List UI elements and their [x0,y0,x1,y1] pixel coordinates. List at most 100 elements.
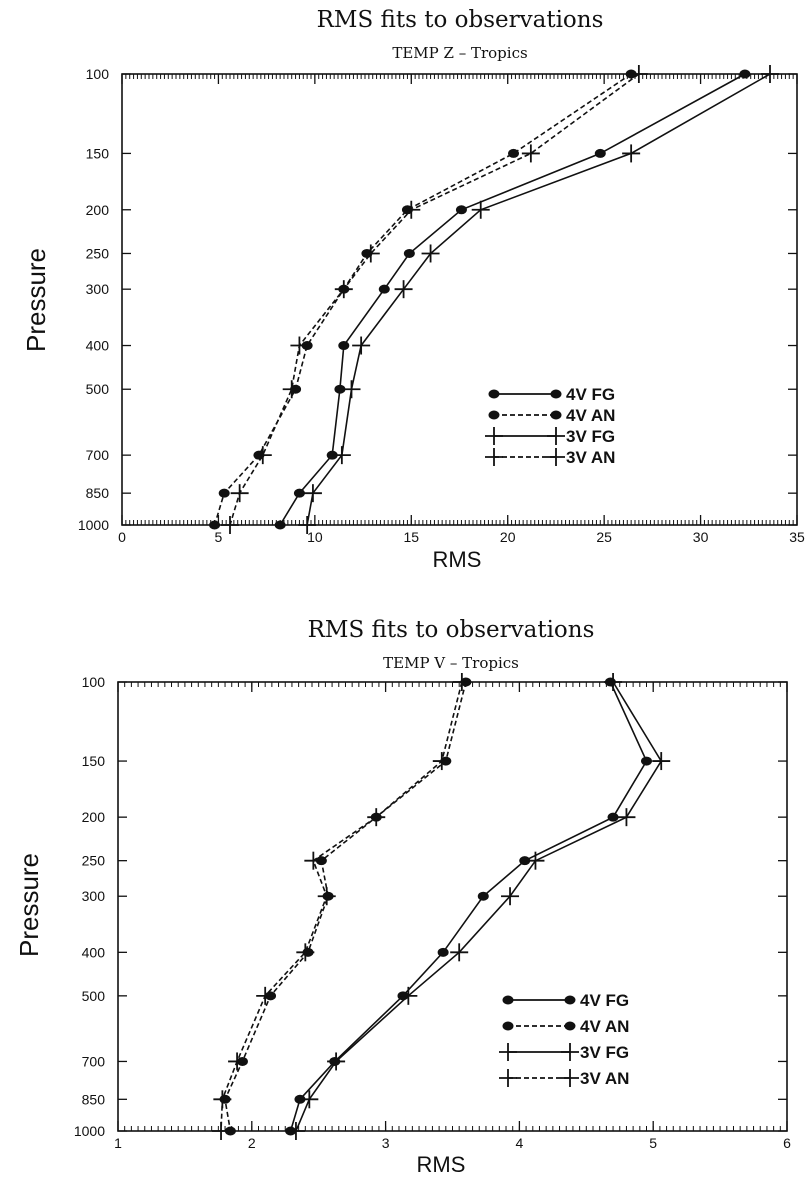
plus-marker [421,244,440,263]
plus-marker [399,986,418,1005]
plus-marker [521,144,540,163]
series-line [306,73,771,526]
x-tick-label: 20 [500,529,516,545]
plus-marker [327,1052,346,1071]
plus-marker [526,851,545,870]
legend-label: 4V AN [566,406,615,425]
dot-marker [508,148,519,158]
plus-marker [471,200,490,219]
plus-marker [499,1043,517,1061]
legend: 4V FG 4V AN 3V FG 3V AN [499,991,629,1088]
x-tick-label: 6 [783,1135,791,1151]
y-tick-label: 500 [86,381,110,397]
plot-frame [121,73,798,526]
x-tick-label: 15 [403,529,419,545]
plus-marker [213,1090,232,1109]
plus-marker [450,943,469,962]
series-line [213,73,632,526]
x-tick-labels: 0 5 10 15 20 25 30 35 [118,529,805,545]
plus-marker [402,200,421,219]
plus-marker [290,336,309,355]
x-tick-label: 30 [693,529,709,545]
plus-marker [212,1122,231,1140]
dot-marker [488,389,500,399]
dot-marker [455,205,467,215]
y-tick-label: 400 [86,338,110,354]
series-4v-an [219,677,472,1136]
dot-marker [550,389,562,399]
plus-marker [230,484,249,503]
y-tick-label: 1000 [74,1123,105,1139]
plus-marker [221,516,239,534]
y-tick-label: 250 [86,245,110,261]
plus-marker [499,1069,517,1087]
tick-marks [121,73,798,526]
legend-entry: 3V AN [485,448,615,467]
chart-subtitle: TEMP V – Tropics [383,654,519,672]
plus-marker [547,427,565,445]
x-tick-label: 5 [649,1135,657,1151]
y-tick-label: 700 [82,1053,106,1069]
plus-marker [282,380,301,399]
dot-marker [488,410,500,420]
y-tick-label: 300 [82,888,106,904]
dot-marker [477,891,489,901]
legend-entry: 4V FG [488,385,615,404]
plus-marker [300,1090,319,1109]
plus-marker [432,752,451,771]
plus-marker [228,1052,247,1071]
plus-marker [256,986,275,1005]
y-axis-title: Pressure [21,248,51,352]
x-tick-label: 10 [307,529,323,545]
legend-label: 3V FG [566,427,615,446]
x-tick-label: 3 [382,1135,390,1151]
plus-marker [253,446,272,465]
dot-marker [641,756,653,766]
y-tick-label: 100 [86,66,110,82]
plus-marker [761,65,779,83]
legend-entry: 4V AN [502,1017,629,1036]
x-tick-label: 5 [215,529,223,545]
dot-marker [437,947,449,957]
dot-marker [378,284,390,294]
series-group [209,65,779,534]
plus-marker [342,380,361,399]
y-tick-label: 100 [82,674,106,690]
plus-marker [652,752,671,771]
y-tick-label: 200 [86,202,110,218]
legend-label: 3V FG [580,1043,629,1062]
legend-entry: 3V FG [485,427,615,446]
series-line [229,73,640,526]
series-3v-fg [298,65,779,534]
x-tick-label: 4 [516,1135,524,1151]
plus-marker [332,446,351,465]
legend-label: 4V AN [580,1017,629,1036]
plus-marker [361,244,380,263]
chart-title: RMS fits to observations [317,7,604,33]
series-line [279,73,746,526]
plus-marker [452,673,471,691]
plus-marker [304,851,323,870]
y-tick-label: 500 [82,988,106,1004]
plus-marker [501,887,520,906]
dot-marker [502,1021,514,1031]
legend-label: 4V FG [580,991,629,1010]
dot-marker [739,69,751,79]
y-tick-labels: 100 150 200 250 300 400 500 700 850 1000 [78,66,109,533]
dot-marker [403,248,415,258]
y-tick-label: 250 [82,853,106,869]
series-4v-fg [285,677,653,1136]
plus-marker [298,516,317,534]
plus-marker [296,943,315,962]
series-line [224,681,467,1132]
plus-marker [352,336,371,355]
plus-marker [561,1043,579,1061]
series-line [289,681,648,1132]
legend-entry: 3V AN [499,1069,629,1088]
dot-marker [564,995,576,1005]
panel-temp-z: RMS fits to observations TEMP Z – Tropic… [21,7,805,572]
legend-label: 3V AN [580,1069,629,1088]
dot-marker [564,1021,576,1031]
plus-marker [629,65,648,83]
